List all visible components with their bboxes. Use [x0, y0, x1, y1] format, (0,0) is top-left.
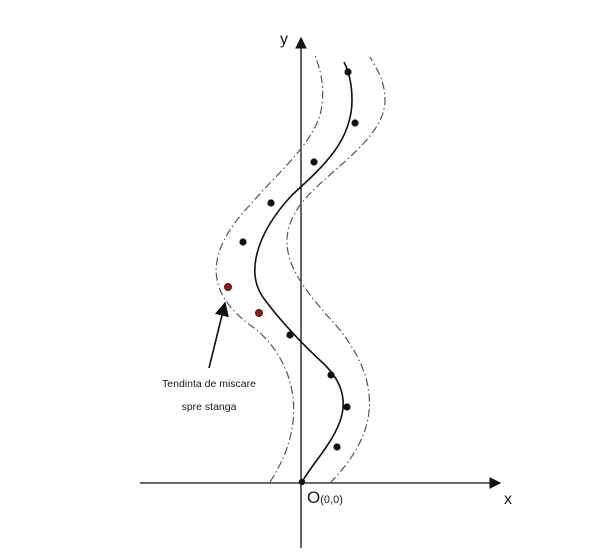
data-point	[343, 403, 351, 411]
data-point	[333, 443, 341, 451]
data-point	[327, 371, 335, 379]
x-axis-label: x	[504, 491, 512, 508]
y-axis-label: y	[280, 31, 288, 48]
trajectory-curve	[254, 61, 353, 483]
annotation-line-2: spre stanga	[182, 401, 237, 413]
origin-label: O(0,0)	[307, 488, 343, 507]
annotation-arrow	[208, 301, 229, 369]
annotation-line-1: Tendinta de miscare	[162, 378, 256, 390]
left-envelope-curve	[215, 54, 324, 483]
data-point	[267, 199, 275, 207]
right-envelope-curve	[286, 56, 386, 484]
data-point	[344, 68, 352, 76]
highlighted-data-point	[223, 282, 232, 291]
highlighted-data-point	[254, 308, 263, 317]
data-point	[286, 331, 294, 339]
data-point	[310, 158, 318, 166]
data-point	[351, 119, 359, 127]
data-point	[239, 238, 247, 246]
